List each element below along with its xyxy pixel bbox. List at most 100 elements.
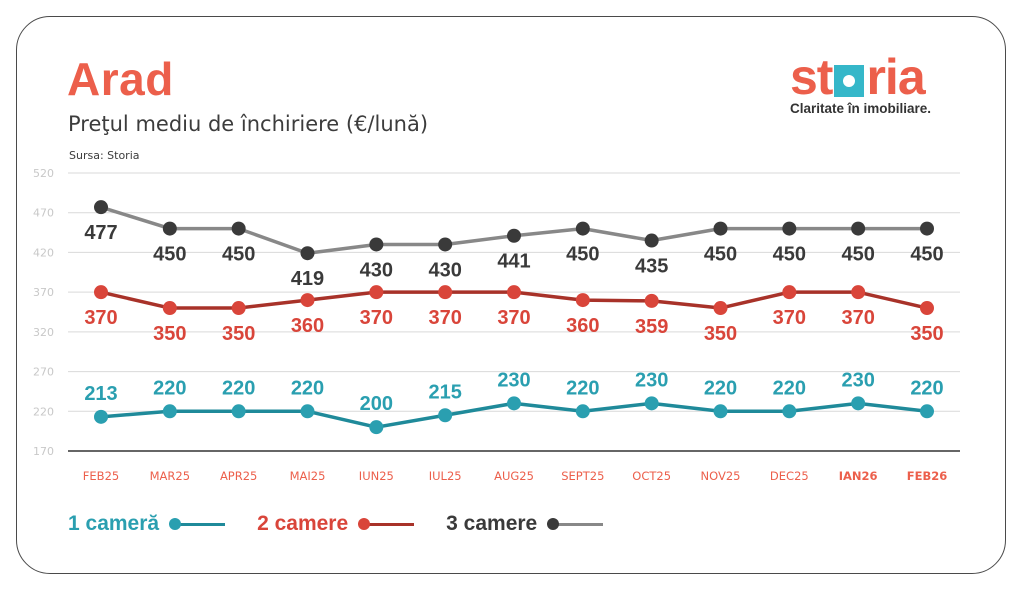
data-point	[713, 221, 728, 236]
chart-subtitle: Preţul mediu de închiriere (€/lună)	[68, 112, 429, 136]
data-label: 220	[153, 377, 186, 399]
data-point	[162, 301, 177, 316]
data-label: 450	[841, 244, 874, 266]
data-point	[920, 404, 934, 419]
data-label: 230	[841, 369, 874, 391]
data-label: 359	[635, 316, 668, 338]
data-label: 220	[291, 377, 324, 399]
data-point	[231, 301, 246, 316]
data-point	[94, 409, 108, 424]
data-point	[920, 221, 934, 236]
data-point	[851, 285, 866, 300]
y-tick-label: 370	[33, 286, 54, 299]
data-point	[94, 200, 108, 215]
data-point	[300, 404, 315, 419]
data-label: 230	[635, 369, 668, 391]
legend-line-marker-icon	[547, 517, 607, 531]
data-label: 220	[566, 377, 599, 399]
x-tick-label: IAN26	[839, 469, 878, 483]
data-point	[369, 420, 384, 435]
data-point	[713, 404, 728, 419]
x-tick-label: FEB26	[907, 469, 947, 483]
x-tick-label: FEB25	[83, 469, 119, 483]
data-label: 370	[841, 307, 874, 329]
y-tick-label: 320	[33, 326, 54, 339]
x-tick-label: NOV25	[701, 469, 741, 483]
data-point	[644, 293, 659, 308]
data-label: 430	[428, 259, 461, 281]
data-point	[644, 396, 659, 411]
data-label: 215	[428, 381, 461, 403]
logo-tagline: Claritate în imobiliare.	[790, 101, 932, 116]
x-tick-label: SEPT25	[561, 469, 604, 483]
data-label: 370	[360, 307, 393, 329]
data-point	[575, 404, 590, 419]
data-label: 430	[360, 259, 393, 281]
data-point	[231, 404, 246, 419]
data-label: 220	[222, 377, 255, 399]
data-label: 230	[497, 369, 530, 391]
data-label: 370	[428, 307, 461, 329]
legend-label: 3 camere	[446, 512, 538, 535]
legend-item: 3 camere	[446, 512, 607, 536]
data-point	[851, 396, 866, 411]
chart-legend: 1 cameră 2 camere 3 camere	[68, 512, 635, 536]
x-tick-label: DEC25	[770, 469, 809, 483]
x-tick-label: MAI25	[290, 469, 326, 483]
data-label: 360	[566, 315, 599, 337]
data-point	[782, 285, 797, 300]
data-point	[369, 237, 384, 252]
data-point	[644, 233, 659, 248]
data-point	[300, 293, 315, 308]
data-point	[438, 408, 453, 423]
logo-word-left: st	[790, 49, 833, 105]
data-label: 370	[497, 307, 530, 329]
data-point	[300, 246, 315, 261]
data-label: 220	[910, 377, 943, 399]
storia-logo: st ria Claritate în imobiliare.	[790, 49, 960, 125]
data-label: 441	[497, 251, 530, 273]
logo-wordmark: st ria	[790, 49, 960, 105]
x-tick-label: APR25	[220, 469, 257, 483]
y-tick-label: 470	[33, 207, 54, 220]
data-label: 350	[222, 323, 255, 345]
data-point	[369, 285, 384, 300]
logo-word-right: ria	[866, 49, 925, 105]
data-point	[575, 293, 590, 308]
legend-item: 2 camere	[257, 512, 418, 536]
data-label: 477	[84, 222, 117, 244]
data-point	[438, 237, 453, 252]
data-label: 450	[773, 244, 806, 266]
legend-label: 1 cameră	[68, 512, 160, 535]
data-label: 450	[566, 244, 599, 266]
data-point	[438, 285, 453, 300]
data-point	[162, 404, 177, 419]
data-label: 360	[291, 315, 324, 337]
data-label: 350	[153, 323, 186, 345]
data-point	[782, 221, 797, 236]
x-tick-label: IUN25	[359, 469, 394, 483]
data-label: 370	[773, 307, 806, 329]
data-label: 450	[153, 244, 186, 266]
x-tick-label: AUG25	[494, 469, 534, 483]
y-tick-label: 520	[33, 167, 54, 180]
data-label: 435	[635, 256, 668, 278]
data-label: 450	[910, 244, 943, 266]
x-tick-label: IUL25	[429, 469, 462, 483]
data-point	[851, 221, 866, 236]
data-point	[713, 301, 728, 316]
logo-square-icon	[834, 65, 865, 97]
city-title: Arad	[67, 53, 174, 105]
data-point	[507, 285, 521, 300]
data-label: 350	[704, 323, 737, 345]
data-point	[575, 221, 590, 236]
y-tick-label: 220	[33, 405, 54, 418]
x-tick-label: MAR25	[150, 469, 190, 483]
data-label: 200	[360, 393, 393, 415]
y-tick-label: 170	[33, 445, 54, 458]
data-point	[507, 396, 521, 411]
data-point	[162, 221, 177, 236]
data-point	[231, 221, 246, 236]
data-label: 450	[704, 244, 737, 266]
